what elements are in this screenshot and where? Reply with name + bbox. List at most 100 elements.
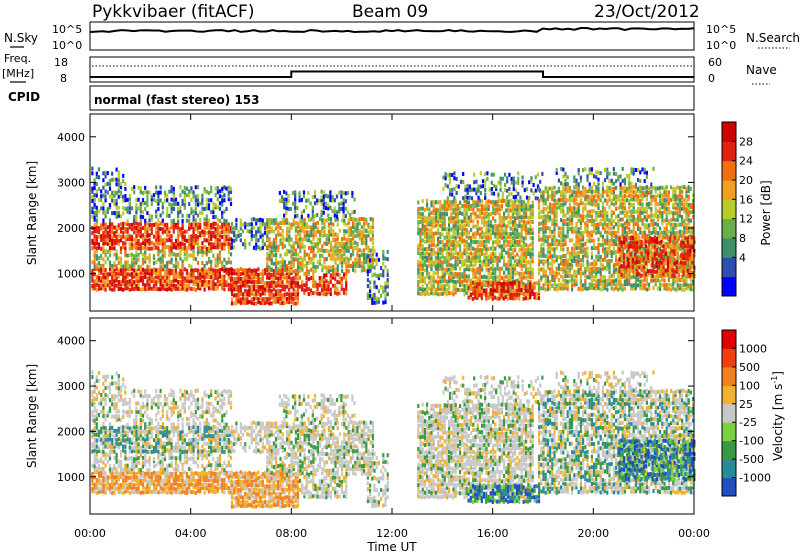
power-cell <box>641 186 644 191</box>
power-cell <box>95 193 98 198</box>
power-cell <box>241 276 245 281</box>
power-cell <box>652 254 655 259</box>
power-cell <box>637 283 640 288</box>
power-cell <box>434 211 437 216</box>
power-cell <box>166 213 169 218</box>
power-cell <box>163 253 167 258</box>
power-cell <box>489 200 492 205</box>
power-cell <box>373 248 376 253</box>
power-cell <box>380 293 383 298</box>
power-cell <box>608 278 611 283</box>
power-cell <box>595 271 598 276</box>
power-cell <box>113 225 116 230</box>
power-cell <box>172 226 175 230</box>
power-cell <box>316 201 319 206</box>
power-cell <box>568 198 571 202</box>
power-cell <box>450 263 453 268</box>
power-cell <box>316 249 319 254</box>
power-cell <box>93 178 96 183</box>
power-cell <box>126 260 129 265</box>
power-cell <box>595 279 598 284</box>
power-cell <box>343 233 346 238</box>
power-cell <box>428 244 431 249</box>
power-cell <box>419 276 422 281</box>
power-cell <box>338 202 341 207</box>
power-cell <box>531 227 534 232</box>
power-cell <box>203 217 206 222</box>
power-cell <box>499 183 502 188</box>
power-cell <box>492 216 495 221</box>
power-cell <box>557 205 560 210</box>
power-cell <box>555 271 558 276</box>
power-cell <box>301 242 304 247</box>
power-cell <box>300 210 303 215</box>
power-cell <box>538 203 541 208</box>
power-cell <box>161 210 164 215</box>
power-cell <box>652 194 655 199</box>
power-cell <box>161 253 164 258</box>
power-cell <box>95 287 98 292</box>
power-cell <box>593 209 596 214</box>
power-cell <box>137 222 140 227</box>
power-cell <box>604 198 607 203</box>
power-cell <box>252 245 256 250</box>
power-cell <box>174 238 178 243</box>
power-cell <box>423 228 426 233</box>
power-cell <box>334 237 337 242</box>
power-cell <box>233 301 236 306</box>
power-cell <box>286 229 289 234</box>
power-cell <box>571 251 574 256</box>
power-cell <box>316 246 319 251</box>
power-cell <box>571 283 574 288</box>
power-cell <box>544 234 547 239</box>
power-cell <box>174 257 178 262</box>
power-cell <box>214 286 217 291</box>
power-cell <box>443 211 446 216</box>
power-cell <box>437 274 440 279</box>
power-cell <box>338 275 341 280</box>
power-cell <box>430 259 433 264</box>
power-cell <box>430 279 433 284</box>
power-cell <box>135 274 138 279</box>
power-cell <box>159 264 162 269</box>
power-cell <box>584 225 587 230</box>
power-cell <box>608 239 611 244</box>
power-cell <box>201 206 204 211</box>
power-cell <box>509 267 512 272</box>
power-cell <box>476 203 479 208</box>
power-cell <box>430 219 433 224</box>
power-cell <box>135 260 138 265</box>
power-cell <box>531 240 534 245</box>
power-cell <box>216 263 219 268</box>
power-cell <box>102 268 105 272</box>
power-cell <box>358 253 361 258</box>
power-cell <box>95 279 98 283</box>
power-cell <box>157 279 160 284</box>
power-cell <box>168 245 171 250</box>
power-cell <box>139 229 142 234</box>
power-cell <box>659 282 662 287</box>
power-cell <box>323 283 326 288</box>
power-cell <box>133 221 136 226</box>
power-cell <box>150 217 153 222</box>
power-cell <box>562 230 565 235</box>
power-cell <box>135 272 138 277</box>
power-cell <box>203 279 206 284</box>
power-cell <box>369 261 372 266</box>
power-cell <box>250 229 253 234</box>
power-cell <box>509 208 512 213</box>
power-cell <box>537 296 541 301</box>
power-cell <box>577 234 580 239</box>
power-cell <box>599 218 602 223</box>
power-cell <box>595 259 598 264</box>
power-cell <box>294 197 297 202</box>
power-cell <box>141 271 145 276</box>
power-cell <box>199 210 202 215</box>
power-cell <box>544 229 547 234</box>
power-cell <box>454 207 457 212</box>
power-cell <box>210 280 213 285</box>
power-cell <box>432 284 435 289</box>
power-cell <box>566 217 569 222</box>
power-cell <box>441 227 444 232</box>
power-cell <box>517 176 520 181</box>
